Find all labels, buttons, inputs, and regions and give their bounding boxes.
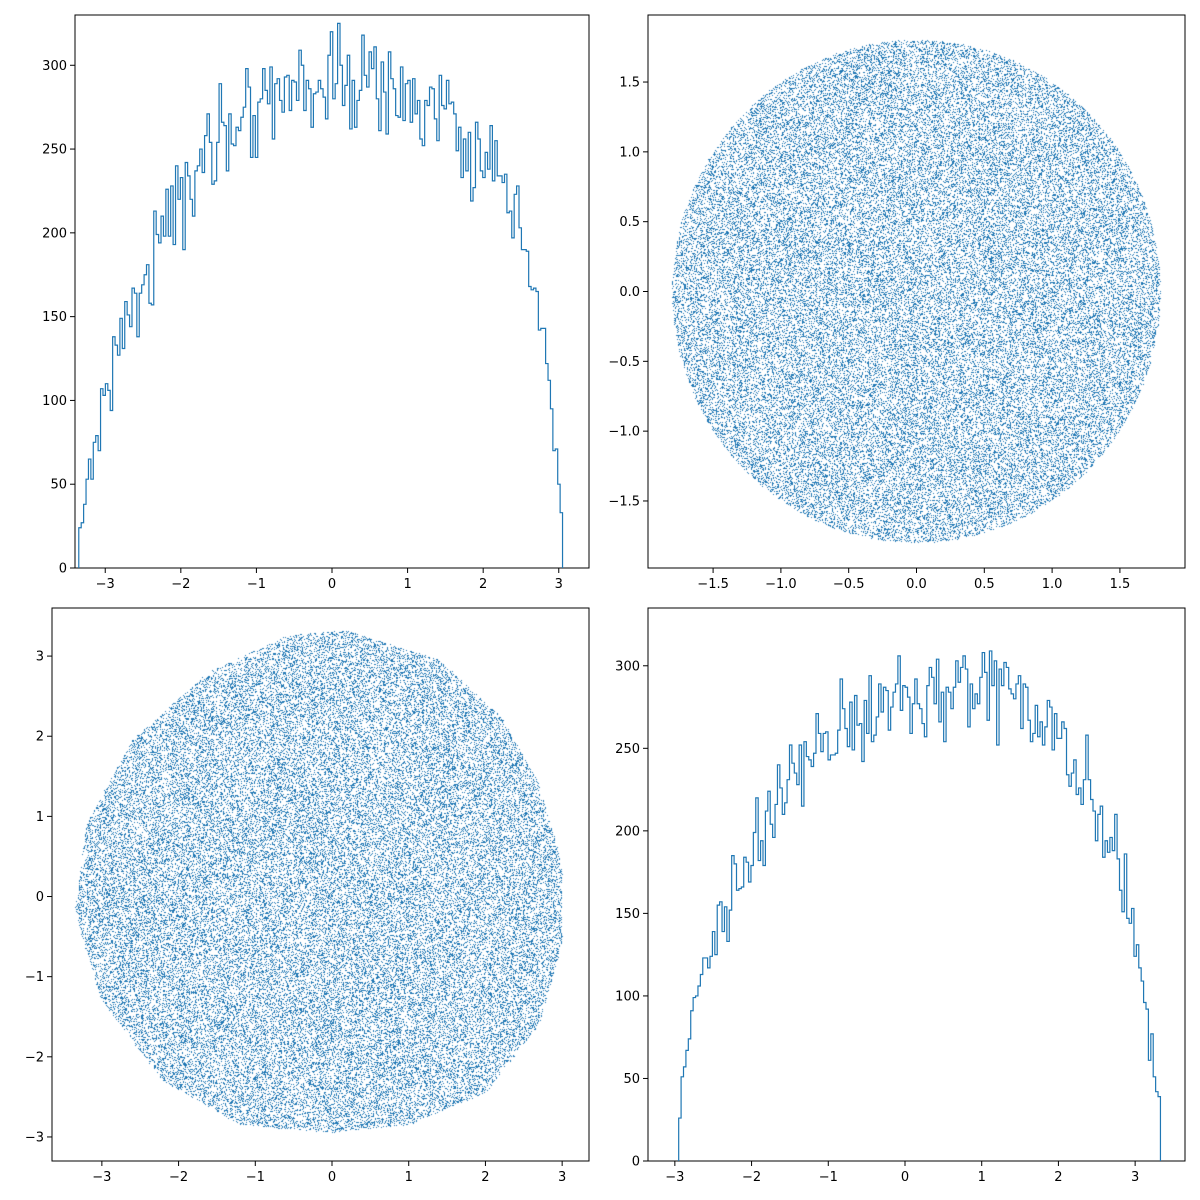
x-ticks: −1.5 −1.0 −0.5 0.0 0.5 1.0 1.5 (697, 568, 1130, 592)
y-tick-label: 300 (42, 59, 67, 74)
plot-layer (78, 22, 564, 568)
x-tick-label: −2 (171, 577, 190, 592)
x-tick-label: −2 (742, 1170, 761, 1185)
x-tick-label: 0.5 (974, 577, 995, 592)
y-tick-label: 200 (615, 824, 640, 839)
y-tick-label: 50 (623, 1072, 640, 1087)
y-tick-label: 150 (42, 310, 67, 325)
y-ticks: 0 50 100 150 200 250 300 (42, 59, 75, 577)
plot-layer (52, 608, 589, 1161)
histogram-step-line (78, 22, 564, 568)
subplot-top-left: −3 −2 −1 0 1 2 3 0 50 100 150 200 250 300 (42, 14, 590, 592)
plot-layer (678, 650, 1162, 1161)
axes-frame (647, 607, 1186, 1162)
y-tick-label: 0.5 (619, 215, 640, 230)
x-tick-label: 1 (405, 1170, 413, 1185)
scatter-points (648, 15, 1185, 568)
x-tick-label: 3 (558, 1170, 566, 1185)
y-tick-label: 3 (36, 650, 44, 665)
x-tick-label: 2 (1054, 1170, 1062, 1185)
x-tick-label: 1 (978, 1170, 986, 1185)
x-tick-label: 3 (555, 577, 563, 592)
y-tick-label: 100 (615, 989, 640, 1004)
x-tick-label: 2 (481, 1170, 489, 1185)
x-tick-label: −1 (819, 1170, 838, 1185)
x-tick-label: −3 (665, 1170, 684, 1185)
x-tick-label: −3 (92, 1170, 111, 1185)
y-tick-label: 200 (42, 226, 67, 241)
y-tick-label: −3 (25, 1130, 44, 1145)
y-tick-label: 150 (615, 907, 640, 922)
y-tick-label: 50 (50, 478, 67, 493)
y-tick-label: 2 (36, 730, 44, 745)
x-tick-label: −3 (96, 577, 115, 592)
y-ticks: −1.5 −1.0 −0.5 0.0 0.5 1.0 1.5 (608, 76, 648, 509)
x-tick-label: −1.0 (765, 577, 797, 592)
y-tick-label: 1.5 (619, 76, 640, 91)
x-ticks: −3 −2 −1 0 1 2 3 (92, 1161, 566, 1185)
histogram-step-line (678, 650, 1162, 1161)
y-tick-label: 0 (36, 890, 44, 905)
x-tick-label: 3 (1131, 1170, 1139, 1185)
x-ticks: −3 −2 −1 0 1 2 3 (96, 568, 563, 592)
y-tick-label: −0.5 (608, 355, 640, 370)
scatter-points (52, 608, 589, 1161)
x-tick-label: 1 (403, 577, 411, 592)
y-tick-label: 250 (42, 143, 67, 158)
x-tick-label: −1 (246, 1170, 265, 1185)
x-ticks: −3 −2 −1 0 1 2 3 (665, 1161, 1139, 1185)
y-tick-label: 300 (615, 659, 640, 674)
x-tick-label: 1.5 (1110, 577, 1131, 592)
y-tick-label: 0.0 (619, 285, 640, 300)
subplot-top-right: −1.5 −1.0 −0.5 0.0 0.5 1.0 1.5 −1.5 −1.0 −0.5 0.0… (608, 14, 1186, 592)
x-tick-label: 0 (901, 1170, 909, 1185)
x-tick-label: −2 (169, 1170, 188, 1185)
y-tick-label: −1.0 (608, 425, 640, 440)
x-tick-label: −0.5 (833, 577, 865, 592)
plot-layer (648, 15, 1185, 568)
y-tick-label: −1.5 (608, 494, 640, 509)
x-tick-label: 1.0 (1042, 577, 1063, 592)
y-tick-label: 100 (42, 394, 67, 409)
y-tick-label: −2 (25, 1050, 44, 1065)
y-tick-label: 0 (632, 1155, 640, 1170)
x-tick-label: 0.0 (906, 577, 927, 592)
y-ticks: 0 50 100 150 200 250 300 (615, 659, 648, 1170)
x-tick-label: −1 (247, 577, 266, 592)
subplot-bottom-right: −3 −2 −1 0 1 2 3 0 50 100 150 200 250 300 (615, 607, 1186, 1185)
y-tick-label: 1.0 (619, 145, 640, 160)
subplot-bottom-left: −3 −2 −1 0 1 2 3 −3 −2 −1 0 1 2 3 (25, 607, 590, 1185)
y-tick-label: 250 (615, 742, 640, 757)
y-tick-label: −1 (25, 970, 44, 985)
y-tick-label: 0 (59, 562, 67, 577)
x-tick-label: 2 (479, 577, 487, 592)
x-tick-label: 0 (328, 1170, 336, 1185)
y-tick-label: 1 (36, 810, 44, 825)
x-tick-label: −1.5 (697, 577, 729, 592)
y-ticks: −3 −2 −1 0 1 2 3 (25, 650, 52, 1145)
x-tick-label: 0 (328, 577, 336, 592)
